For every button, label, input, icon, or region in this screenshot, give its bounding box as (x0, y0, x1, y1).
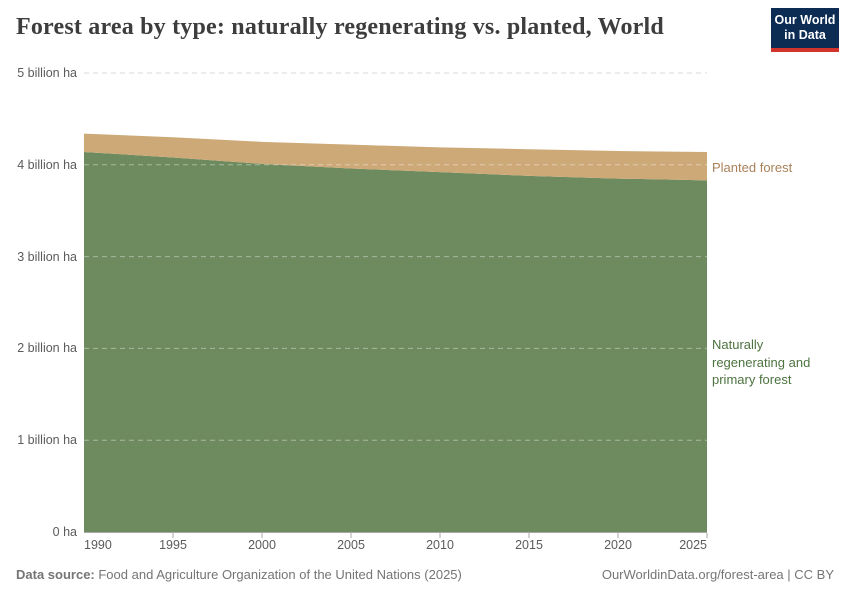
series-label-naturally-regenerating[interactable]: Naturally regenerating and primary forest (712, 337, 811, 387)
x-axis-label-2020: 2020 (604, 538, 632, 552)
chart-title: Forest area by type: naturally regenerat… (16, 14, 664, 40)
x-axis-label-1990: 1990 (84, 538, 112, 552)
owid-logo-line1: Our World (774, 13, 836, 27)
x-axis-label-2025: 2025 (679, 538, 707, 552)
y-axis-label-3: 3 billion ha (17, 249, 77, 264)
x-axis-label-2010: 2010 (426, 538, 454, 552)
y-axis-label-1: 1 billion ha (17, 433, 77, 448)
owid-citation-link[interactable]: OurWorldinData.org/forest-area | CC BY (601, 567, 834, 582)
data-source-note: Data source: Food and Agriculture Organi… (16, 567, 462, 583)
y-axis-label-5: 5 billion ha (17, 66, 77, 80)
area-planted-forest[interactable] (84, 133, 707, 181)
x-axis-label-2000: 2000 (248, 538, 276, 552)
area-naturally-regenerating[interactable] (84, 151, 707, 532)
series-label-planted-forest[interactable]: Planted forest (712, 160, 793, 175)
owid-logo[interactable]: Our World in Data (771, 8, 839, 52)
y-axis-label-0: 0 ha (52, 525, 77, 539)
x-axis-label-1995: 1995 (159, 538, 187, 552)
chart-footer: Data source: Food and Agriculture Organi… (16, 567, 834, 583)
data-source-label: Data source: (16, 567, 95, 582)
y-axis-label-4: 4 billion ha (17, 157, 77, 172)
owid-logo-line2: in Data (784, 28, 826, 42)
data-source-text: Food and Agriculture Organization of the… (94, 567, 462, 582)
x-axis-label-2015: 2015 (515, 538, 543, 552)
y-axis-label-2: 2 billion ha (17, 341, 77, 356)
x-axis-label-2005: 2005 (337, 538, 365, 552)
